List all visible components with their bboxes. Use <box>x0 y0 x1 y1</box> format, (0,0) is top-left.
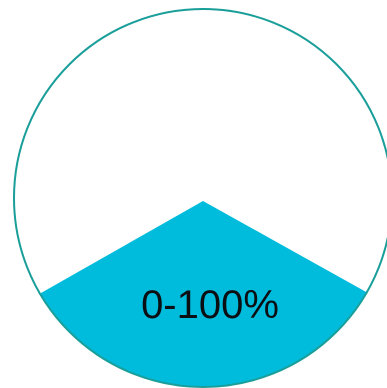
gauge-circle-outline <box>13 8 387 388</box>
gauge-label: 0-100% <box>141 283 279 327</box>
gauge-fill-region <box>14 201 387 387</box>
